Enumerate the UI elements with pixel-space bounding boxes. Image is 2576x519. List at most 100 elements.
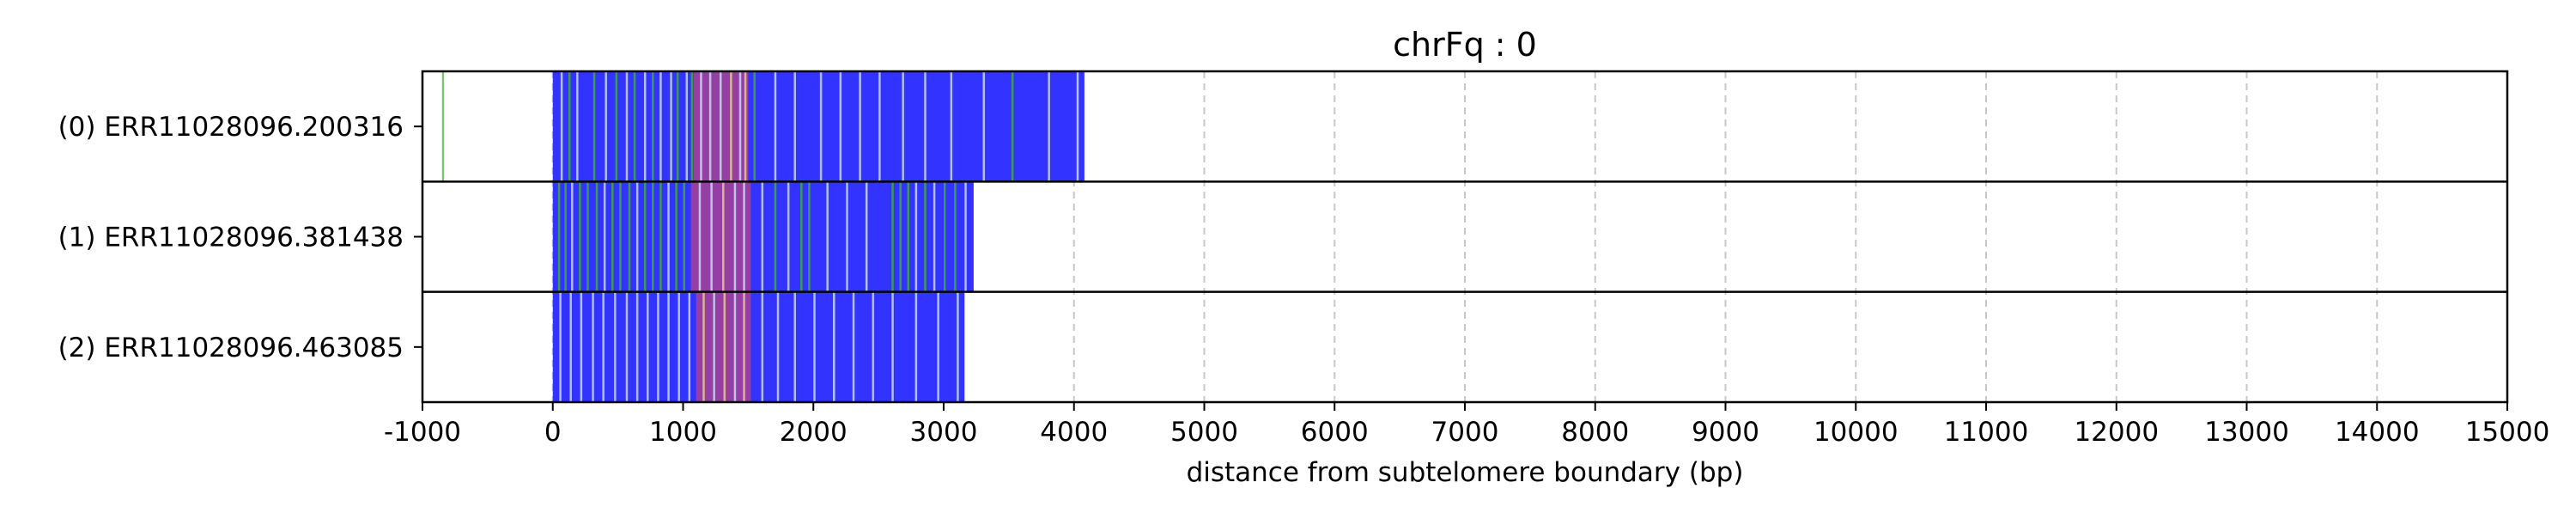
read-stripe — [635, 181, 639, 292]
read-stripe — [628, 181, 631, 292]
read-stripe — [733, 181, 737, 292]
read-stripe — [846, 181, 848, 292]
read-stripe — [743, 291, 745, 402]
read-stripe — [619, 181, 622, 292]
read-stripe — [559, 291, 562, 402]
read-stripe — [569, 291, 572, 402]
read-stripe — [937, 291, 939, 402]
read-stripe — [647, 291, 649, 402]
read-stripe — [595, 181, 598, 292]
plot-area — [421, 70, 2509, 404]
read-stripe — [633, 71, 636, 182]
x-tick-label: 1000 — [649, 417, 717, 448]
read-stripe — [667, 181, 670, 292]
read-stripe — [685, 71, 689, 182]
read-stripe — [722, 181, 725, 292]
x-tick-label: 12000 — [2074, 417, 2159, 448]
read-stripe — [924, 71, 927, 182]
read-stripe — [708, 71, 712, 182]
read-stripe — [614, 291, 617, 402]
read-stripe — [557, 181, 561, 292]
read-stripe — [676, 71, 679, 182]
read-stripe — [793, 291, 796, 402]
read-stripe — [659, 71, 662, 182]
read-segment — [441, 71, 445, 182]
read-bar — [552, 71, 1084, 182]
x-tick-label: 0 — [544, 417, 562, 448]
read-stripe — [580, 291, 583, 402]
read-stripe — [753, 71, 756, 182]
read-stripe — [592, 291, 594, 402]
read-stripe — [625, 71, 629, 182]
read-stripe — [933, 181, 936, 292]
read-stripe — [950, 71, 953, 182]
read-stripe — [787, 181, 790, 292]
read-stripe — [579, 181, 581, 292]
read-stripe — [667, 291, 670, 402]
read-stripe — [652, 181, 654, 292]
read-labels: (0) ERR11028096.200316 (1) ERR11028096.38… — [58, 112, 422, 363]
read-stripe — [635, 291, 639, 402]
read-stripe — [907, 181, 910, 292]
read-stripe — [743, 181, 745, 292]
x-tick-label: 10000 — [1814, 417, 1899, 448]
read-stripe — [839, 71, 842, 182]
x-tick-label: 3000 — [910, 417, 978, 448]
read-stripe — [891, 181, 894, 292]
read-label: (0) ERR11028096.200316 — [58, 112, 404, 143]
x-tick-label: 5000 — [1170, 417, 1238, 448]
read-stripe — [592, 71, 596, 182]
read-stripe — [1011, 71, 1014, 182]
read-stripe — [761, 291, 764, 402]
read-stripe — [652, 71, 654, 182]
x-tick-label: 15000 — [2465, 417, 2550, 448]
x-tick-label: 8000 — [1561, 417, 1629, 448]
read-stripe — [643, 71, 647, 182]
read-stripe — [690, 71, 694, 182]
read-track — [441, 71, 1084, 182]
read-stripe — [774, 71, 777, 182]
read-track — [552, 291, 965, 402]
read-stripe — [615, 71, 618, 182]
read-stripe — [659, 181, 662, 292]
read-stripe — [611, 181, 614, 292]
read-stripe — [944, 181, 946, 292]
chart-title: chrFq : 0 — [1393, 26, 1537, 64]
read-stripe — [643, 181, 647, 292]
read-stripe — [744, 71, 747, 182]
read-segment — [690, 181, 751, 292]
read-stripe — [954, 181, 957, 292]
read-stripe — [560, 71, 563, 182]
read-stripe — [677, 291, 680, 402]
read-stripe — [982, 71, 986, 182]
x-tick-label: -1000 — [384, 417, 461, 448]
read-stripe — [957, 291, 959, 402]
read-stripe — [902, 71, 904, 182]
read-stripe — [675, 181, 677, 292]
read-stripe — [872, 291, 875, 402]
read-stripe — [813, 291, 816, 402]
read-stripe — [761, 181, 764, 292]
read-stripe — [914, 181, 918, 292]
read-stripe — [700, 71, 702, 182]
read-stripe — [710, 181, 713, 292]
x-axis: -1000 0 1000 2000 3000 4000 5000 6000 7000 8000 90… — [384, 402, 2549, 448]
read-stripe — [657, 291, 659, 402]
read-stripe — [800, 181, 803, 292]
read-stripe — [852, 291, 855, 402]
x-tick-label: 7000 — [1431, 417, 1499, 448]
read-stripe — [733, 291, 737, 402]
read-stripe — [586, 181, 589, 292]
read-stripe — [878, 71, 881, 182]
read-stripe — [1076, 71, 1079, 182]
read-stripe — [568, 71, 571, 182]
read-stripe — [625, 291, 629, 402]
x-tick-label: 13000 — [2204, 417, 2289, 448]
read-stripe — [702, 291, 705, 402]
read-stripe — [605, 71, 607, 182]
read-bar — [552, 291, 965, 402]
read-stripe — [891, 291, 894, 402]
read-stripe — [793, 71, 796, 182]
